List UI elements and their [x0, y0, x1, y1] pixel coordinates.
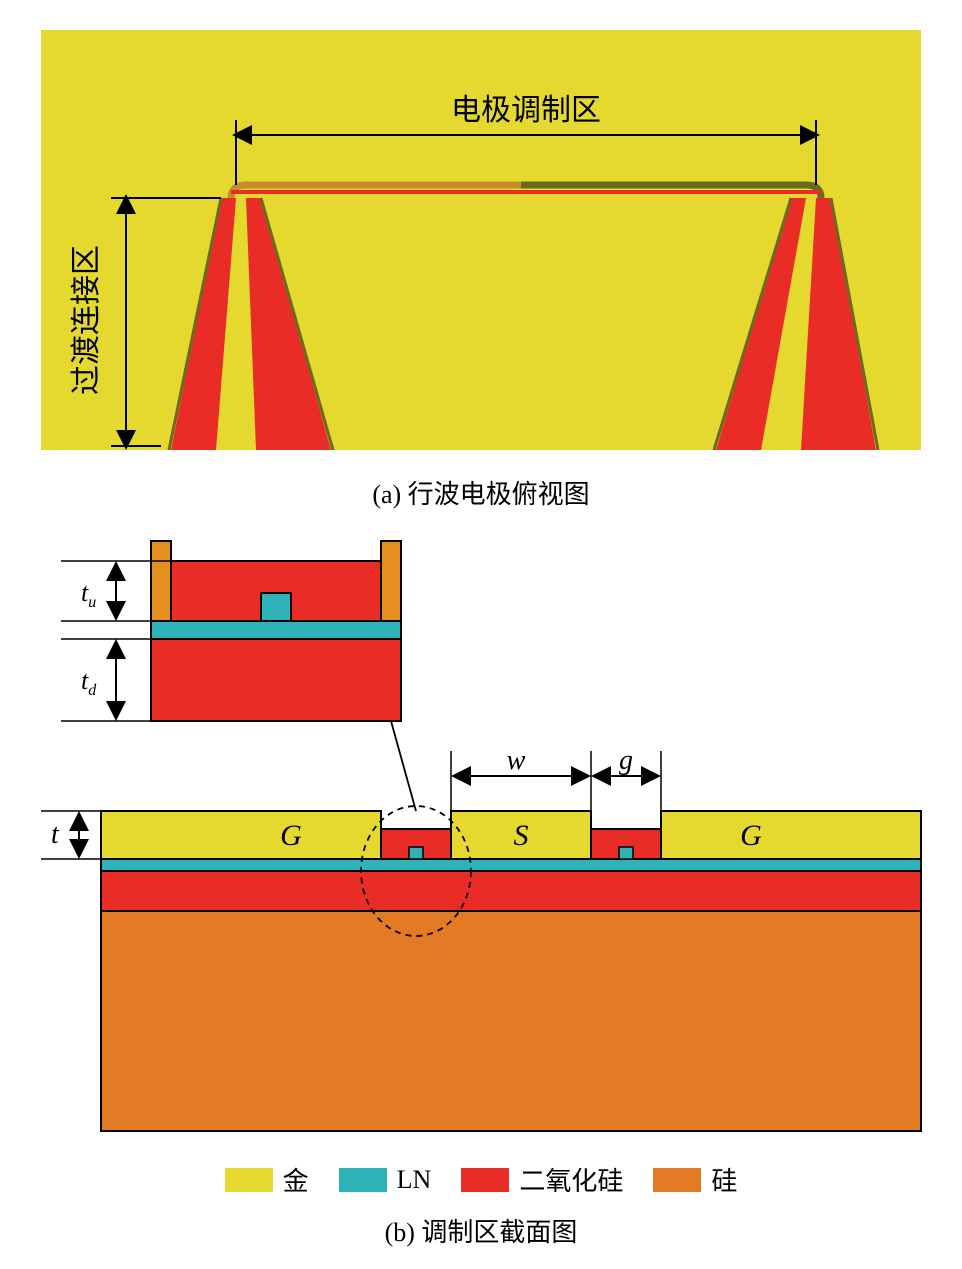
legend-label-sio2: 二氧化硅: [519, 1161, 623, 1198]
main-cross-section: G S G t w g: [41, 721, 921, 1131]
caption-a: (a) 行波电极俯视图: [372, 474, 589, 511]
top-dimension-label: 电极调制区: [451, 94, 601, 127]
ln-layer: [101, 859, 921, 871]
si-substrate: [101, 911, 921, 1131]
legend-item-sio2: 二氧化硅: [461, 1161, 623, 1198]
label-g-right: G: [740, 819, 762, 852]
legend-item-ln: LN: [339, 1165, 432, 1195]
label-t: t: [51, 819, 60, 850]
svg-text:td: td: [81, 666, 97, 699]
label-tu-sub: u: [88, 594, 96, 611]
label-s: S: [514, 819, 529, 852]
caption-b: (b) 调制区截面图: [385, 1212, 578, 1249]
callout-leader: [391, 721, 416, 811]
figure-b-cross-section: tu td G S: [21, 521, 941, 1141]
electrode-g-left: [101, 811, 381, 859]
side-dimension-label: 过渡连接区: [70, 245, 103, 395]
swatch-sio2: [461, 1168, 509, 1192]
sio2-layer: [101, 871, 921, 911]
swatch-gold: [225, 1168, 273, 1192]
legend-item-gold: 金: [225, 1161, 309, 1198]
inset-magnified: tu td: [61, 541, 411, 741]
figure-a-top-view: 电极调制区 过渡连接区: [21, 20, 941, 460]
swatch-ln: [339, 1168, 387, 1192]
swatch-si: [653, 1168, 701, 1192]
label-w: w: [507, 745, 526, 776]
legend: 金 LN 二氧化硅 硅: [225, 1161, 738, 1198]
electrode-g-right: [661, 811, 921, 859]
legend-label-gold: 金: [283, 1161, 309, 1198]
legend-label-ln: LN: [397, 1165, 432, 1195]
label-g-left: G: [280, 819, 302, 852]
legend-label-si: 硅: [711, 1161, 737, 1198]
label-td-sub: d: [88, 682, 97, 699]
legend-item-si: 硅: [653, 1161, 737, 1198]
svg-text:tu: tu: [81, 578, 96, 611]
label-g: g: [619, 745, 633, 776]
